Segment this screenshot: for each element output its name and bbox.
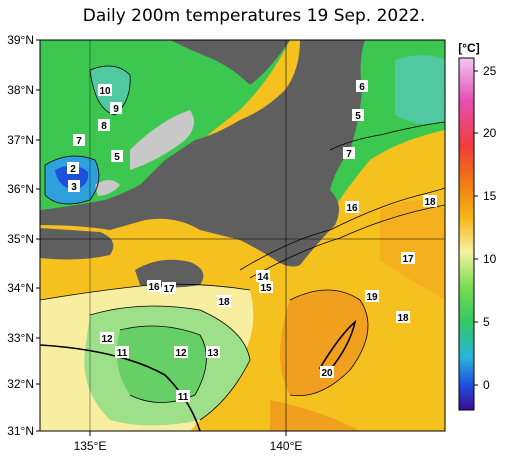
svg-text:6: 6 — [359, 82, 365, 93]
svg-text:14: 14 — [257, 272, 269, 283]
svg-text:5: 5 — [355, 111, 361, 122]
svg-text:2: 2 — [70, 164, 76, 175]
svg-text:7: 7 — [346, 149, 352, 160]
svg-text:5: 5 — [114, 152, 120, 163]
svg-text:11: 11 — [178, 392, 189, 403]
contour-label: 5 — [111, 150, 123, 163]
contour-label: 12 — [100, 332, 114, 345]
svg-text:8: 8 — [101, 121, 107, 132]
svg-text:18: 18 — [397, 313, 409, 324]
lat-label: 38°N — [7, 83, 34, 97]
lat-label: 33°N — [7, 331, 34, 345]
contour-label: 14 — [256, 270, 270, 283]
lat-label: 36°N — [7, 182, 34, 196]
svg-text:11: 11 — [117, 348, 128, 359]
lat-label: 32°N — [7, 377, 34, 391]
contour-label: 16 — [147, 280, 161, 293]
contour-label: 18 — [396, 311, 410, 324]
lon-label: 135°E — [74, 439, 107, 453]
contour-label: 16 — [345, 201, 359, 214]
colorbar-unit: [°C] — [458, 41, 479, 55]
contour-label: 2 — [67, 162, 79, 175]
contour-label: 18 — [423, 195, 437, 208]
svg-text:13: 13 — [207, 348, 219, 359]
svg-text:12: 12 — [101, 334, 113, 345]
svg-text:15: 15 — [260, 283, 272, 294]
contour-label: 17 — [401, 252, 415, 265]
map-field — [40, 40, 445, 431]
svg-text:16: 16 — [346, 203, 358, 214]
colorbar-tick: 5 — [483, 315, 490, 329]
svg-text:16: 16 — [148, 282, 160, 293]
contour-labels: 10 9 8 7 2 3 5 6 5 7 16 18 17 14 15 16 1… — [67, 80, 437, 403]
colorbar: [°C] 25 20 15 10 5 0 — [458, 41, 497, 411]
svg-text:20: 20 — [321, 368, 333, 379]
lat-label: 35°N — [7, 232, 34, 246]
contour-label: 6 — [356, 80, 368, 93]
lat-label: 37°N — [7, 133, 34, 147]
svg-text:17: 17 — [402, 254, 414, 265]
map-title: Daily 200m temperatures 19 Sep. 2022. — [82, 6, 426, 26]
contour-label: 8 — [98, 119, 110, 132]
lon-label: 140°E — [270, 439, 303, 453]
contour-label: 7 — [73, 134, 85, 147]
colorbar-tick: 0 — [483, 378, 490, 392]
contour-label: 17 — [162, 282, 176, 295]
svg-text:18: 18 — [218, 297, 230, 308]
contour-label: 11 — [115, 346, 129, 359]
contour-label: 3 — [68, 180, 80, 193]
contour-label: 10 — [98, 84, 112, 97]
colorbar-tick: 25 — [483, 64, 497, 78]
svg-text:7: 7 — [76, 136, 82, 147]
contour-label: 5 — [352, 109, 364, 122]
contour-label: 11 — [176, 390, 190, 403]
lat-label: 31°N — [7, 424, 34, 438]
map-frame — [39, 39, 446, 432]
svg-text:10: 10 — [99, 86, 111, 97]
contour-label: 9 — [110, 102, 122, 115]
contour-label: 7 — [343, 147, 355, 160]
contour-label: 12 — [174, 346, 188, 359]
svg-text:9: 9 — [113, 104, 119, 115]
colorbar-tick: 20 — [483, 126, 497, 140]
contour-label: 18 — [217, 295, 231, 308]
lat-label: 34°N — [7, 281, 34, 295]
contour-label: 15 — [259, 281, 273, 294]
svg-text:3: 3 — [71, 182, 77, 193]
contour-label: 13 — [206, 346, 220, 359]
colorbar-tick: 10 — [483, 252, 497, 266]
svg-text:12: 12 — [175, 348, 187, 359]
contour-label: 20 — [320, 366, 334, 379]
svg-text:18: 18 — [424, 197, 436, 208]
lat-label: 39°N — [7, 33, 34, 47]
contour-label: 19 — [365, 290, 379, 303]
svg-text:19: 19 — [366, 292, 378, 303]
colorbar-tick: 15 — [483, 189, 497, 203]
svg-text:17: 17 — [163, 284, 175, 295]
